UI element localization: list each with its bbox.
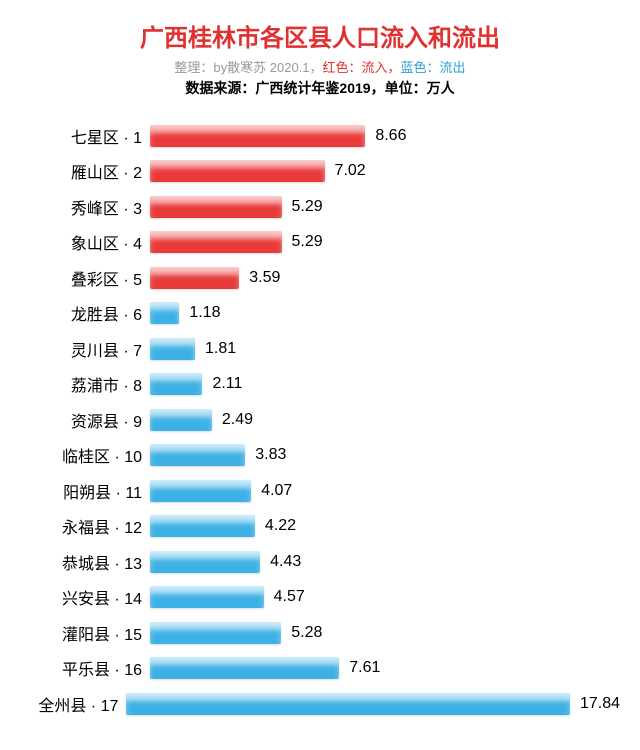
chart-row: 阳朔县 · 11 4.07 (20, 473, 620, 509)
bar (150, 480, 251, 502)
bar-area: 3.59 (150, 267, 620, 289)
row-label: 秀峰区 · 3 (20, 195, 150, 219)
chart-row: 龙胜县 · 6 1.18 (20, 296, 620, 332)
bar (150, 551, 260, 573)
subtitle-inflow: 红色：流入， (323, 60, 401, 75)
bar-value: 2.49 (222, 411, 253, 429)
bar (150, 409, 212, 431)
chart-source: 数据来源：广西统计年鉴2019，单位：万人 (20, 78, 620, 98)
bar-value: 8.66 (375, 127, 406, 145)
bar-area: 7.02 (150, 160, 620, 182)
bar (150, 444, 245, 466)
bar-value: 1.81 (205, 340, 236, 358)
chart-row: 雁山区 · 2 7.02 (20, 154, 620, 190)
bar (150, 267, 239, 289)
bar (150, 338, 195, 360)
subtitle-prefix: 整理：by散寒苏 2020.1， (174, 60, 322, 75)
bar (126, 693, 570, 715)
bar (150, 160, 325, 182)
bar-area: 8.66 (150, 125, 620, 147)
chart-row: 平乐县 · 16 7.61 (20, 651, 620, 687)
bar (150, 373, 202, 395)
chart-row: 灵川县 · 7 1.81 (20, 331, 620, 367)
bar (150, 586, 264, 608)
row-label: 平乐县 · 16 (20, 656, 150, 680)
bar-area: 7.61 (150, 657, 620, 679)
chart-row: 永福县 · 12 4.22 (20, 509, 620, 545)
chart-row: 秀峰区 · 3 5.29 (20, 189, 620, 225)
chart-subtitle: 整理：by散寒苏 2020.1，红色：流入，蓝色：流出 (20, 57, 620, 76)
chart-row: 叠彩区 · 5 3.59 (20, 260, 620, 296)
bar-value: 7.02 (335, 162, 366, 180)
bar-area: 5.28 (150, 622, 620, 644)
bar-area: 2.49 (150, 409, 620, 431)
chart-row: 兴安县 · 14 4.57 (20, 580, 620, 616)
chart-row: 七星区 · 1 8.66 (20, 118, 620, 154)
bar-value: 5.29 (292, 233, 323, 251)
subtitle-outflow: 蓝色：流出 (401, 60, 466, 75)
bar-value: 1.18 (189, 304, 220, 322)
bar-area: 4.22 (150, 515, 620, 537)
row-label: 龙胜县 · 6 (20, 301, 150, 325)
bar-value: 5.29 (292, 198, 323, 216)
bar-area: 4.07 (150, 480, 620, 502)
chart-row: 临桂区 · 10 3.83 (20, 438, 620, 474)
bar-area: 2.11 (150, 373, 620, 395)
chart-row: 全州县 · 17 17.84 (20, 686, 620, 722)
bar-value: 4.22 (265, 517, 296, 535)
row-label: 兴安县 · 14 (20, 585, 150, 609)
row-label: 灵川县 · 7 (20, 337, 150, 361)
row-label: 灌阳县 · 15 (20, 621, 150, 645)
row-label: 临桂区 · 10 (20, 443, 150, 467)
row-label: 恭城县 · 13 (20, 550, 150, 574)
row-label: 荔浦市 · 8 (20, 372, 150, 396)
bar-area: 4.43 (150, 551, 620, 573)
row-label: 全州县 · 17 (20, 692, 126, 716)
bar-value: 7.61 (349, 659, 380, 677)
bar (150, 125, 365, 147)
bar-area: 17.84 (126, 693, 620, 715)
chart-row: 荔浦市 · 8 2.11 (20, 367, 620, 403)
bar-value: 4.57 (274, 588, 305, 606)
row-label: 象山区 · 4 (20, 230, 150, 254)
bar (150, 231, 282, 253)
bar (150, 622, 281, 644)
chart-row: 象山区 · 4 5.29 (20, 225, 620, 261)
bar-area: 5.29 (150, 196, 620, 218)
bar (150, 515, 255, 537)
bar-value: 2.11 (212, 375, 242, 393)
chart-row: 灌阳县 · 15 5.28 (20, 615, 620, 651)
bar-area: 3.83 (150, 444, 620, 466)
bar (150, 657, 339, 679)
bar-value: 3.83 (255, 446, 286, 464)
bar-area: 4.57 (150, 586, 620, 608)
bar-value: 17.84 (580, 695, 620, 713)
row-label: 资源县 · 9 (20, 408, 150, 432)
row-label: 雁山区 · 2 (20, 159, 150, 183)
bar-value: 3.59 (249, 269, 280, 287)
bar-chart: 七星区 · 18.66雁山区 · 27.02秀峰区 · 35.29象山区 · 4… (20, 118, 620, 722)
bar-area: 1.81 (150, 338, 620, 360)
bar-area: 5.29 (150, 231, 620, 253)
bar-value: 4.07 (261, 482, 292, 500)
chart-row: 恭城县 · 13 4.43 (20, 544, 620, 580)
row-label: 七星区 · 1 (20, 124, 150, 148)
chart-row: 资源县 · 9 2.49 (20, 402, 620, 438)
bar (150, 302, 179, 324)
row-label: 永福县 · 12 (20, 514, 150, 538)
row-label: 叠彩区 · 5 (20, 266, 150, 290)
chart-title: 广西桂林市各区县人口流入和流出 (20, 18, 620, 53)
row-label: 阳朔县 · 11 (20, 479, 150, 503)
bar-value: 5.28 (291, 624, 322, 642)
bar (150, 196, 282, 218)
bar-area: 1.18 (150, 302, 620, 324)
bar-value: 4.43 (270, 553, 301, 571)
